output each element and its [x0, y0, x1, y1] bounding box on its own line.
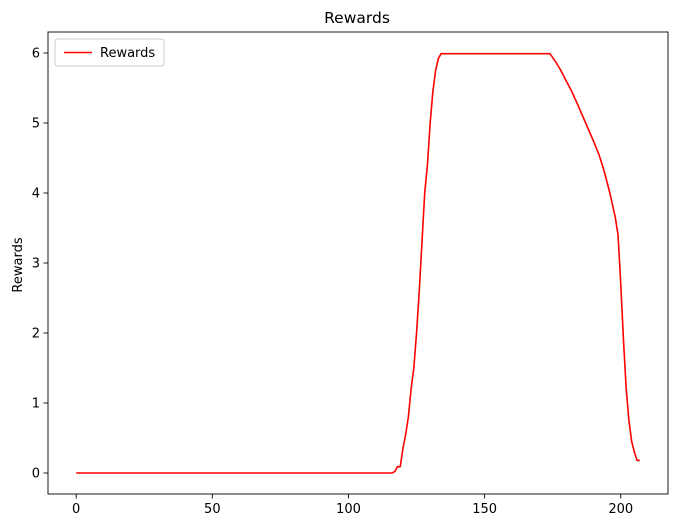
legend-box — [54, 38, 165, 67]
x-tick-label: 150 — [472, 502, 497, 517]
legend-label: Rewards — [100, 46, 155, 61]
x-tick-label: 100 — [336, 502, 361, 517]
series-line-0 — [76, 52, 640, 474]
y-tick-label: 0 — [32, 467, 40, 482]
y-tick-label: 4 — [32, 187, 40, 202]
chart-title: Rewards — [324, 9, 390, 27]
plot-area — [76, 52, 640, 474]
x-tick-label: 0 — [72, 502, 80, 517]
legend: Rewards — [54, 38, 165, 67]
axes: 0 50 100 150 200 0 1 2 3 4 5 6 — [32, 31, 669, 517]
y-tick-label: 1 — [32, 397, 40, 412]
y-axis-label: Rewards — [11, 237, 26, 292]
x-tick-label: 50 — [204, 502, 221, 517]
y-tick-label: 3 — [32, 257, 40, 272]
y-tick-label: 6 — [32, 47, 40, 62]
x-tick-label: 200 — [608, 502, 633, 517]
y-tick-label: 2 — [32, 327, 40, 342]
y-tick-label: 5 — [32, 117, 40, 132]
